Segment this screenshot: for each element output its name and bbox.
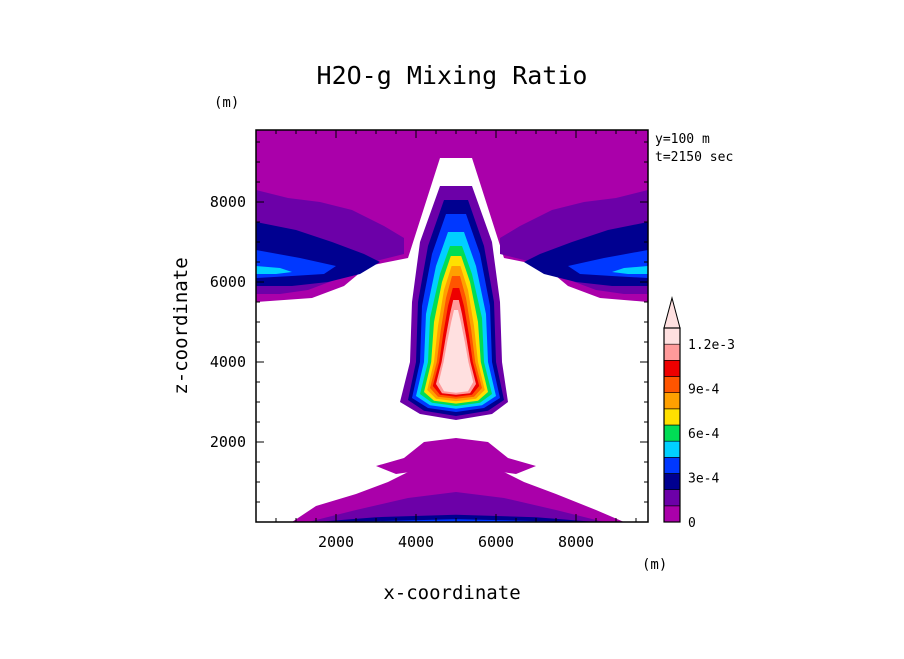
colorbar-tick-label: 3e-4 [688,472,719,487]
colorbar-bin [663,440,681,458]
x-axis-label: x-coordinate [383,582,520,604]
y-unit-label: (m) [214,95,239,111]
y-tick-label: 2000 [210,433,246,451]
x-tick-label: 8000 [558,533,594,551]
annotation-y: y=100 m [655,132,710,147]
colorbar-tick-label: 1.2e-3 [688,338,735,353]
x-unit-label: (m) [642,557,667,573]
colorbar: 0 3e-4 6e-4 9e-4 1.2e-3 [663,296,735,531]
contour-left-band-4 [256,266,292,274]
colorbar-bin [663,424,681,442]
y-tick-label: 6000 [210,273,246,291]
chart-title: H2O-g Mixing Ratio [317,61,588,90]
colorbar-bin [663,473,681,490]
colorbar-extend-arrow [663,296,681,329]
y-tick-label: 4000 [210,353,246,371]
contour-ground-1 [308,492,604,522]
colorbar-bin [663,343,681,361]
x-tick-label: 6000 [478,533,514,551]
colorbar-bin [663,408,681,426]
plot-frame [255,129,649,523]
colorbar-bin [663,327,681,345]
y-axis-label: z-coordinate [170,257,192,394]
colorbar-bin [663,505,681,523]
colorbar-bin [663,489,681,507]
x-tick-label: 4000 [398,533,434,551]
x-tick-label: 2000 [318,533,354,551]
colorbar-bin [663,376,681,393]
annotation-t: t=2150 sec [655,150,733,165]
colorbar-bin [663,360,681,377]
y-axis-ticks: 2000 4000 6000 8000 [210,141,648,523]
contour-plume-11 [438,310,474,393]
contour-field [256,130,648,522]
contour-right-band-4 [612,266,648,274]
colorbar-bin [663,457,681,474]
y-tick-label: 8000 [210,193,246,211]
colorbar-tick-label: 6e-4 [688,427,719,442]
x-axis-ticks: 2000 4000 6000 8000 [255,130,637,551]
colorbar-tick-label: 0 [688,516,696,531]
colorbar-bin [663,392,681,410]
colorbar-tick-label: 9e-4 [688,383,719,398]
colorbar-frame [663,327,681,523]
